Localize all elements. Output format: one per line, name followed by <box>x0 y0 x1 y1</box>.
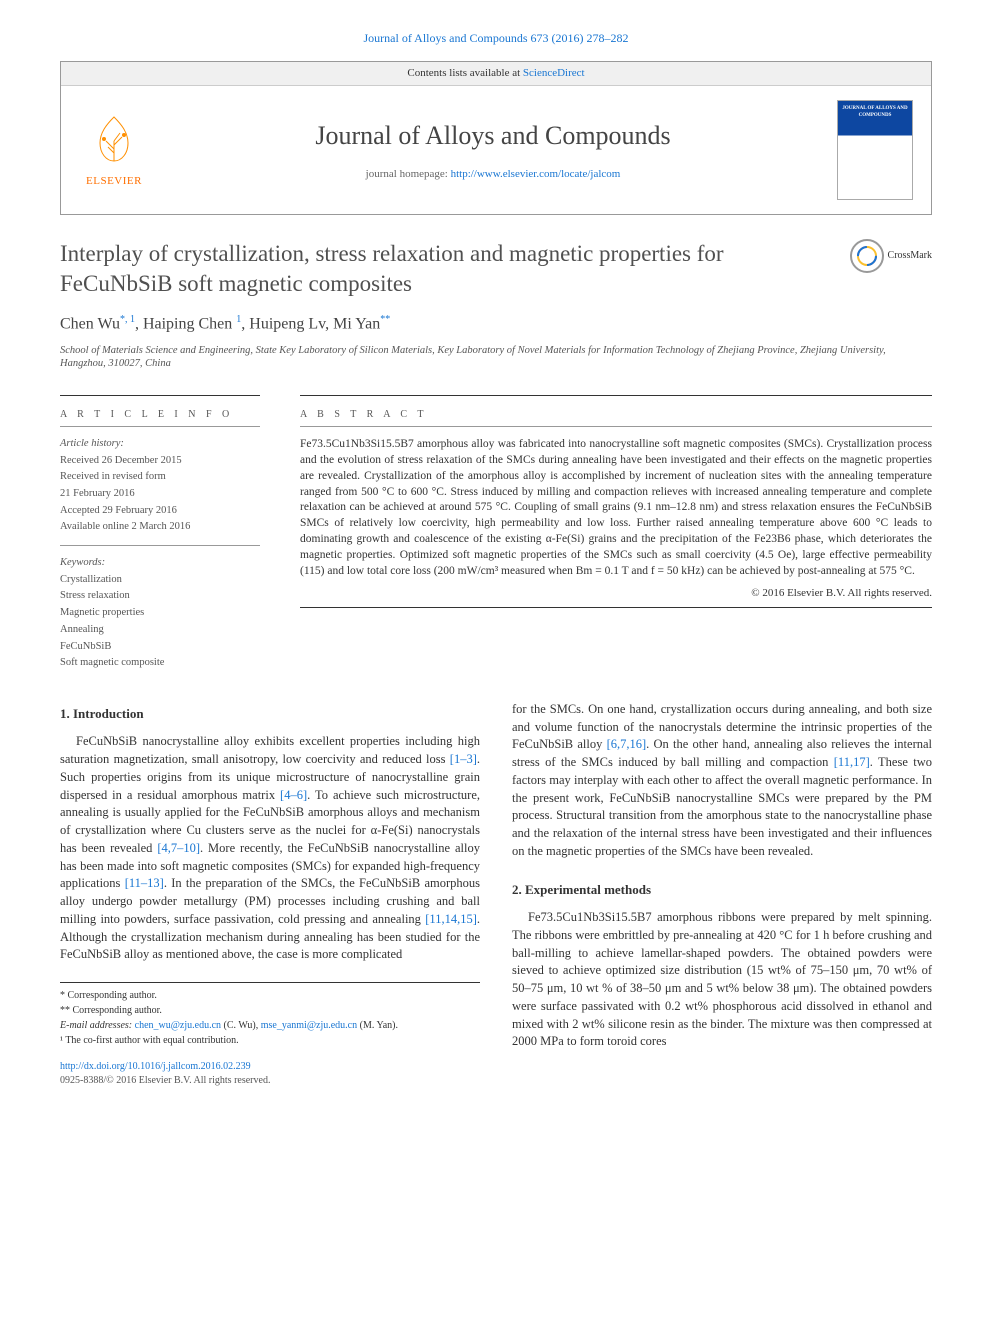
keywords-label: Keywords: <box>60 556 260 571</box>
footnote-corr-1: * Corresponding author. <box>60 989 480 1003</box>
keyword: FeCuNbSiB <box>60 640 260 655</box>
journal-homepage: journal homepage: http://www.elsevier.co… <box>149 167 837 182</box>
crossmark-label: CrossMark <box>888 249 932 263</box>
abstract-copyright: © 2016 Elsevier B.V. All rights reserved… <box>300 586 932 601</box>
issn-line: 0925-8388/© 2016 Elsevier B.V. All right… <box>60 1075 270 1086</box>
article-info-label: A R T I C L E I N F O <box>60 408 260 422</box>
header-main: ELSEVIER Journal of Alloys and Compounds… <box>61 86 931 214</box>
left-column: 1. Introduction FeCuNbSiB nanocrystallin… <box>60 701 480 1089</box>
keyword: Soft magnetic composite <box>60 656 260 671</box>
keyword: Crystallization <box>60 573 260 588</box>
homepage-label: journal homepage: <box>366 168 451 180</box>
doi-link[interactable]: http://dx.doi.org/10.1016/j.jallcom.2016… <box>60 1061 251 1072</box>
journal-header-box: Contents lists available at ScienceDirec… <box>60 61 932 215</box>
email-link-1[interactable]: chen_wu@zju.edu.cn <box>135 1020 221 1031</box>
elsevier-label: ELSEVIER <box>79 174 149 189</box>
article-title: Interplay of crystallization, stress rel… <box>60 239 836 299</box>
section-2-para: Fe73.5Cu1Nb3Si15.5B7 amorphous ribbons w… <box>512 909 932 1051</box>
ref-link[interactable]: [11,17] <box>834 755 870 769</box>
footnote-emails: E-mail addresses: chen_wu@zju.edu.cn (C.… <box>60 1019 480 1033</box>
footnotes: * Corresponding author. ** Corresponding… <box>60 982 480 1048</box>
history-online: Available online 2 March 2016 <box>60 520 260 535</box>
keyword: Annealing <box>60 623 260 638</box>
history-accepted: Accepted 29 February 2016 <box>60 504 260 519</box>
sciencedirect-link[interactable]: ScienceDirect <box>523 67 585 79</box>
author-1: Chen Wu <box>60 315 120 332</box>
footer-block: http://dx.doi.org/10.1016/j.jallcom.2016… <box>60 1060 480 1088</box>
title-row: Interplay of crystallization, stress rel… <box>60 239 932 313</box>
authors-line: Chen Wu*, 1, Haiping Chen 1, Huipeng Lv,… <box>60 313 932 336</box>
abstract-label: A B S T R A C T <box>300 408 932 422</box>
cover-title: JOURNAL OF ALLOYS AND COMPOUNDS <box>838 101 912 119</box>
footnote-cofirst: ¹ The co-first author with equal contrib… <box>60 1034 480 1048</box>
journal-cover-thumbnail: JOURNAL OF ALLOYS AND COMPOUNDS <box>837 100 913 200</box>
citation-line: Journal of Alloys and Compounds 673 (201… <box>60 30 932 47</box>
abstract-column: A B S T R A C T Fe73.5Cu1Nb3Si15.5B7 amo… <box>300 389 932 673</box>
ref-link[interactable]: [4,7–10] <box>157 841 200 855</box>
history-received: Received 26 December 2015 <box>60 454 260 469</box>
author-3-sup: ** <box>380 314 390 325</box>
footnote-corr-2: ** Corresponding author. <box>60 1004 480 1018</box>
author-3: , Huipeng Lv, Mi Yan <box>241 315 380 332</box>
elsevier-logo: ELSEVIER <box>79 111 149 190</box>
history-label: Article history: <box>60 437 260 452</box>
contents-bar: Contents lists available at ScienceDirec… <box>61 62 931 86</box>
article-info-column: A R T I C L E I N F O Article history: R… <box>60 389 260 673</box>
crossmark-badge[interactable]: CrossMark <box>850 239 932 273</box>
right-column: for the SMCs. On one hand, crystallizati… <box>512 701 932 1089</box>
section-1-para: FeCuNbSiB nanocrystalline alloy exhibits… <box>60 733 480 964</box>
ref-link[interactable]: [6,7,16] <box>607 737 647 751</box>
crossmark-icon <box>850 239 884 273</box>
info-abstract-row: A R T I C L E I N F O Article history: R… <box>60 389 932 673</box>
history-revised-2: 21 February 2016 <box>60 487 260 502</box>
journal-name: Journal of Alloys and Compounds <box>149 118 837 154</box>
homepage-link[interactable]: http://www.elsevier.com/locate/jalcom <box>451 168 621 180</box>
section-2-title: 2. Experimental methods <box>512 881 932 899</box>
contents-prefix: Contents lists available at <box>407 67 522 79</box>
journal-center: Journal of Alloys and Compounds journal … <box>149 118 837 182</box>
ref-link[interactable]: [4–6] <box>280 788 307 802</box>
citation-link[interactable]: Journal of Alloys and Compounds 673 (201… <box>364 31 629 45</box>
email-link-2[interactable]: mse_yanmi@zju.edu.cn <box>261 1020 357 1031</box>
ref-link[interactable]: [1–3] <box>450 752 477 766</box>
body-columns: 1. Introduction FeCuNbSiB nanocrystallin… <box>60 701 932 1089</box>
abstract-text: Fe73.5Cu1Nb3Si15.5B7 amorphous alloy was… <box>300 437 932 580</box>
section-1-title: 1. Introduction <box>60 705 480 723</box>
elsevier-tree-icon <box>86 111 142 167</box>
author-2: , Haiping Chen <box>135 315 236 332</box>
col2-para-1: for the SMCs. On one hand, crystallizati… <box>512 701 932 861</box>
ref-link[interactable]: [11–13] <box>125 876 164 890</box>
keyword: Magnetic properties <box>60 606 260 621</box>
author-1-sup: *, 1 <box>120 314 135 325</box>
affiliation: School of Materials Science and Engineer… <box>60 344 932 371</box>
ref-link[interactable]: [11,14,15] <box>425 912 477 926</box>
history-revised-1: Received in revised form <box>60 470 260 485</box>
keyword: Stress relaxation <box>60 589 260 604</box>
